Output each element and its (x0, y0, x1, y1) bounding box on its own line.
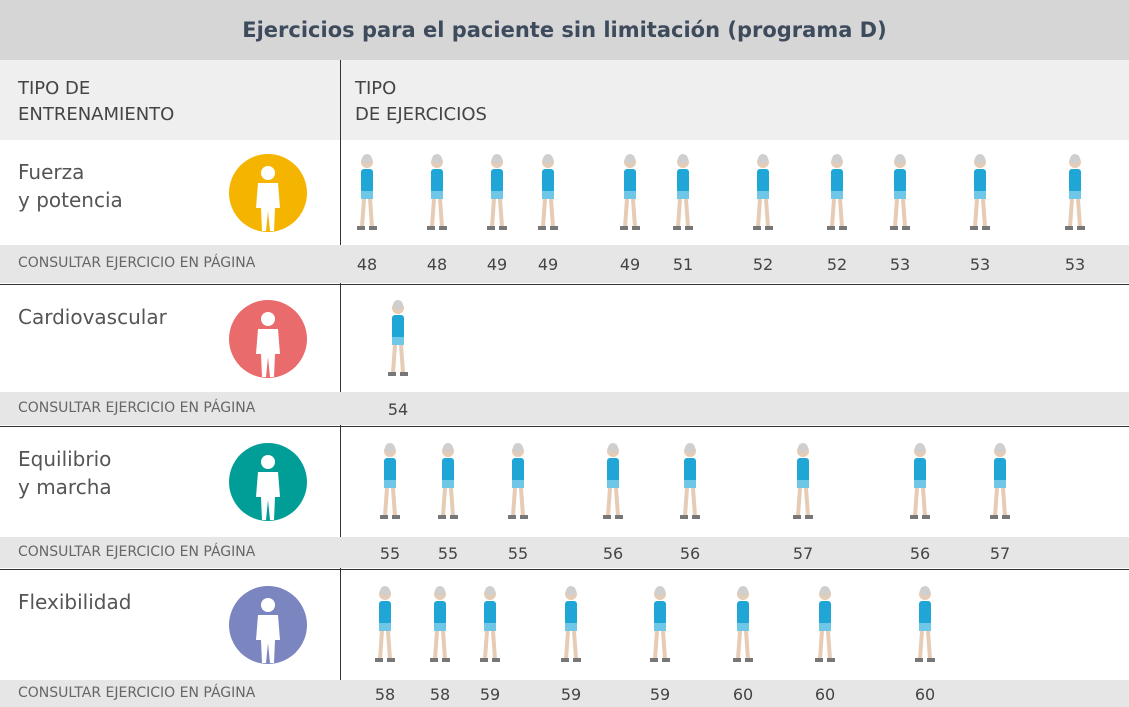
page-number: 59 (649, 684, 671, 704)
training-type: Equilibrio y marcha (18, 447, 112, 499)
page-number: 57 (989, 543, 1011, 563)
exercise-figure (753, 153, 773, 230)
link-row (0, 392, 1129, 425)
training-type: Flexibilidad (18, 590, 132, 614)
exercise-figure (827, 153, 847, 230)
row-separator (0, 569, 1129, 570)
page-number: 51 (672, 255, 694, 274)
training-type: Cardiovascular (18, 305, 167, 329)
category-icon (229, 153, 307, 232)
exercise-figure (793, 443, 813, 519)
page-number: 53 (1064, 255, 1086, 274)
page-number: 49 (486, 255, 508, 274)
page-number: 55 (507, 543, 529, 563)
page-number: 52 (752, 255, 774, 274)
page-number: 56 (909, 543, 931, 563)
exercise-figure (438, 443, 458, 519)
link-label: CONSULTAR EJERCICIO EN PÁGINA (18, 543, 256, 560)
training-type: Fuerza y potencia (18, 160, 123, 212)
exercise-figure (673, 153, 693, 230)
exercise-figure (427, 153, 447, 230)
header-row (0, 60, 1129, 140)
exercise-figure (538, 153, 558, 230)
page-number: 49 (537, 255, 559, 274)
exercise-figure (1065, 153, 1085, 230)
link-row (0, 680, 1129, 707)
category-icon (229, 299, 307, 378)
page-number: 58 (374, 684, 396, 704)
link-row (0, 245, 1129, 283)
page-number: 59 (479, 684, 501, 704)
exercise-figure (508, 443, 528, 519)
page-number: 56 (602, 543, 624, 563)
exercise-figure (733, 586, 753, 662)
exercise-figure (375, 586, 395, 662)
exercise-figure (650, 586, 670, 662)
exercise-figure (915, 586, 935, 662)
page-number: 55 (379, 543, 401, 563)
exercise-figure (620, 153, 640, 230)
page-number: 57 (792, 543, 814, 563)
exercise-figure (815, 586, 835, 662)
exercise-figure (480, 586, 500, 662)
divider (340, 60, 341, 707)
exercise-figure (561, 586, 581, 662)
page-number: 53 (969, 255, 991, 274)
exercise-figure (430, 586, 450, 662)
page-number: 56 (679, 543, 701, 563)
category-icon (229, 586, 307, 664)
page-number: 58 (429, 684, 451, 704)
exercise-figure (990, 443, 1010, 519)
page-number: 54 (387, 399, 409, 419)
exercise-figure (970, 153, 990, 230)
category-icon (229, 443, 307, 521)
page-number: 49 (619, 255, 641, 274)
link-label: CONSULTAR EJERCICIO EN PÁGINA (18, 399, 256, 416)
exercise-figure (910, 443, 930, 519)
row-separator (0, 284, 1129, 285)
exercise-figure (388, 299, 408, 376)
link-label: CONSULTAR EJERCICIO EN PÁGINA (18, 255, 256, 271)
page-number: 52 (826, 255, 848, 274)
header: TIPO DE ENTRENAMIENTO (18, 78, 175, 125)
exercise-figure (680, 443, 700, 519)
page-number: 60 (914, 684, 936, 704)
exercise-figure (890, 153, 910, 230)
page-number: 60 (732, 684, 754, 704)
exercise-figure (357, 153, 377, 230)
exercise-figure (487, 153, 507, 230)
page-number: 48 (426, 255, 448, 274)
row-separator (0, 426, 1129, 427)
page-number: 48 (356, 255, 378, 274)
page-number: 55 (437, 543, 459, 563)
page-number: 59 (560, 684, 582, 704)
link-row (0, 537, 1129, 568)
page-number: 60 (814, 684, 836, 704)
link-label: CONSULTAR EJERCICIO EN PÁGINA (18, 684, 256, 701)
page-number: 53 (889, 255, 911, 274)
exercise-figure (380, 443, 400, 519)
title: Ejercicios para el paciente sin limitaci… (0, 0, 1129, 60)
exercise-figure (603, 443, 623, 519)
header: TIPO DE EJERCICIOS (355, 78, 487, 125)
